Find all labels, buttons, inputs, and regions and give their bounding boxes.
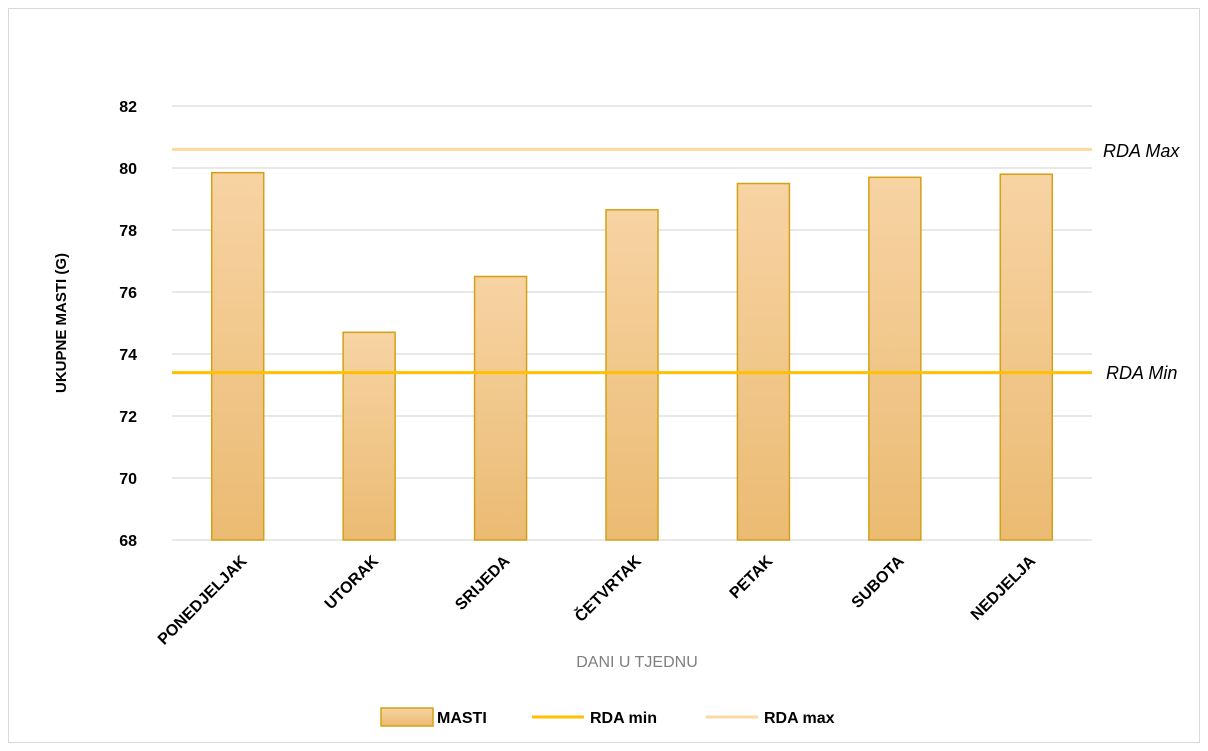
y-axis-ticks: 68 70 72 74 76 78 80 82 xyxy=(119,99,137,550)
x-tick-label: PETAK xyxy=(727,552,777,602)
x-tick-label: PONEDJELJAK xyxy=(155,552,251,648)
legend-label-masti: MASTI xyxy=(437,710,487,727)
legend-swatch-masti xyxy=(380,707,434,727)
x-tick-label: ČETVRTAK xyxy=(571,551,646,626)
legend-label-rda-min: RDA min xyxy=(590,710,657,727)
y-tick-label: 76 xyxy=(119,285,137,302)
legend-label-rda-max: RDA max xyxy=(764,710,835,727)
y-tick-label: 78 xyxy=(119,223,137,240)
bar-0 xyxy=(210,171,265,541)
x-axis-label: DANI U TJEDNU xyxy=(576,654,698,671)
annotation-rda-min: RDA Min xyxy=(1106,363,1177,383)
bar-3 xyxy=(605,209,659,541)
y-tick-label: 68 xyxy=(119,533,137,550)
x-tick-label: SUBOTA xyxy=(849,552,908,611)
x-axis-ticks: PONEDJELJAK UTORAK SRIJEDA ČETVRTAK PETAK SUB… xyxy=(155,551,1040,648)
bar-5 xyxy=(868,176,922,541)
bar-1 xyxy=(342,331,396,541)
bars xyxy=(210,171,1054,541)
bar-4 xyxy=(736,182,791,541)
y-tick-label: 72 xyxy=(119,409,137,426)
x-tick-label: NEDJELJA xyxy=(968,552,1039,623)
y-tick-label: 70 xyxy=(119,471,137,488)
x-tick-label: UTORAK xyxy=(322,552,383,613)
y-tick-label: 80 xyxy=(119,161,137,178)
bar-2 xyxy=(473,275,528,541)
y-tick-label: 82 xyxy=(119,99,137,116)
annotation-rda-max: RDA Max xyxy=(1103,141,1180,161)
x-tick-label: SRIJEDA xyxy=(452,552,513,613)
bar-6 xyxy=(999,173,1054,541)
reference-lines xyxy=(172,147,1092,375)
legend: MASTI RDA min RDA max xyxy=(380,707,835,727)
y-tick-label: 74 xyxy=(119,347,137,364)
y-axis-label: UKUPNE MASTI (G) xyxy=(53,253,70,393)
